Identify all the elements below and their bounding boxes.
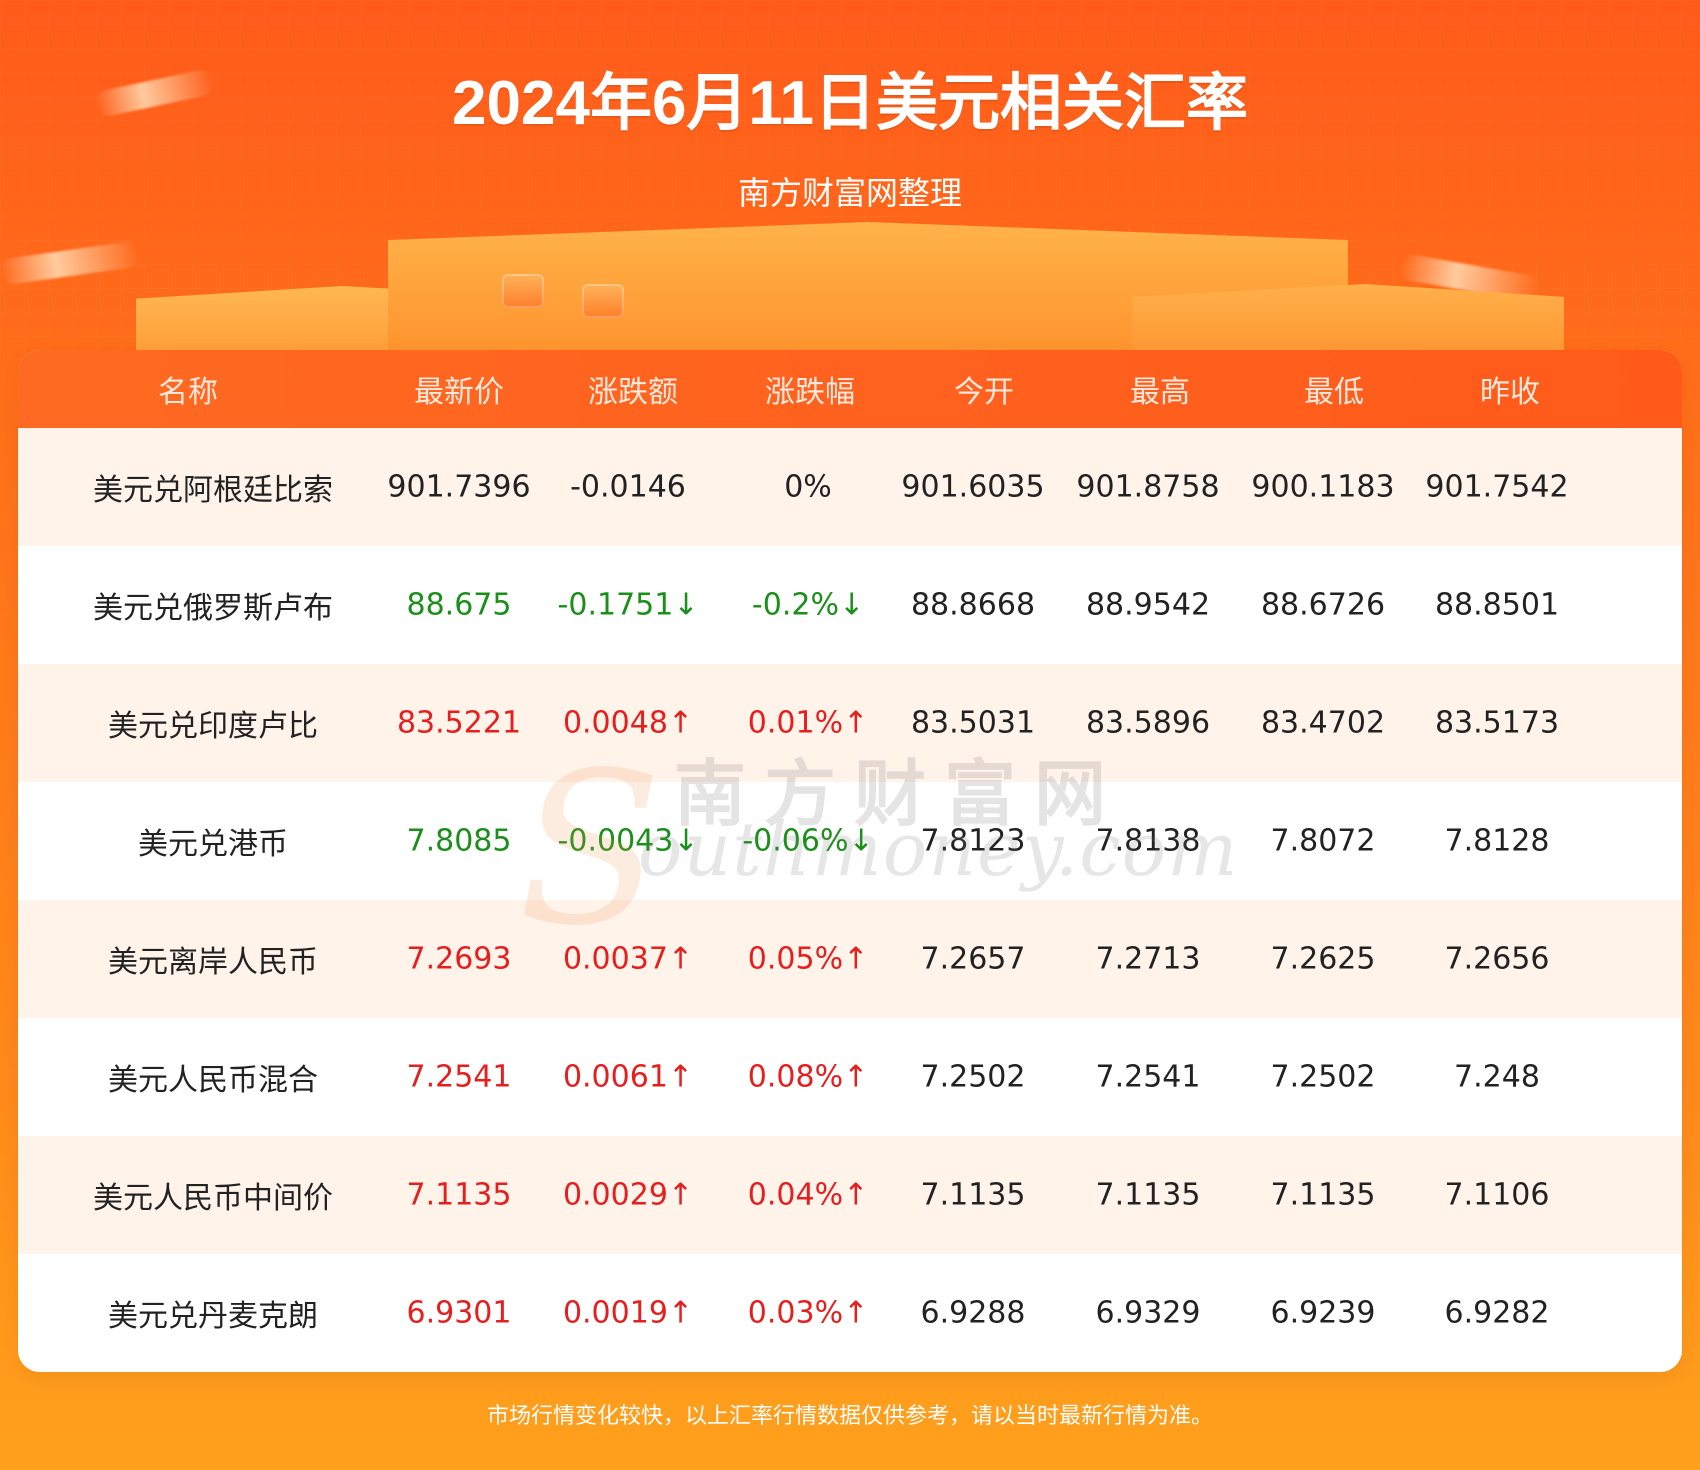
table-row: 美元兑俄罗斯卢布 88.675 -0.1751↓ -0.2%↓ 88.8668 … (18, 546, 1682, 664)
currency-pair-name: 美元兑港币 (138, 827, 288, 862)
high-price: 7.2713 (1095, 941, 1201, 977)
price-change-pct: 0.08%↑ (747, 1059, 869, 1095)
prev-close-price: 7.1106 (1444, 1177, 1550, 1213)
prev-close-price: 7.2656 (1444, 941, 1550, 977)
price-change: 0.0048↑ (562, 705, 694, 741)
price-change: -0.0146 (570, 469, 686, 505)
high-price: 83.5896 (1085, 705, 1211, 741)
currency-pair-name: 美元兑俄罗斯卢布 (93, 591, 333, 626)
currency-pair-name: 美元人民币混合 (108, 1063, 318, 1098)
table-body: 美元兑阿根廷比索 901.7396 -0.0146 0% 901.6035 90… (18, 428, 1682, 1372)
latest-price: 6.9301 (406, 1295, 512, 1331)
price-change: 0.0037↑ (562, 941, 694, 977)
table-header: 名称 最新价 涨跌额 涨跌幅 今开 最高 最低 昨收 (18, 350, 1682, 428)
latest-price: 901.7396 (387, 469, 531, 505)
column-header-open: 今开 (954, 375, 1014, 410)
latest-price: 7.8085 (406, 823, 512, 859)
price-change-pct: 0% (784, 469, 832, 505)
latest-price: 7.1135 (406, 1177, 512, 1213)
price-change: 0.0019↑ (562, 1295, 694, 1331)
table-row: 美元兑丹麦克朗 6.9301 0.0019↑ 0.03%↑ 6.9288 6.9… (18, 1254, 1682, 1372)
price-change-pct: 0.04%↑ (747, 1177, 869, 1213)
prev-close-price: 83.5173 (1434, 705, 1560, 741)
price-change: -0.0043↓ (557, 823, 699, 859)
page-title: 2024年6月11日美元相关汇率 (452, 69, 1248, 138)
open-price: 901.6035 (901, 469, 1045, 505)
price-change-pct: -0.06%↓ (742, 823, 874, 859)
decorative-notch (502, 274, 544, 308)
open-price: 6.9288 (920, 1295, 1026, 1331)
page-subtitle: 南方财富网整理 (737, 174, 962, 212)
high-price: 6.9329 (1095, 1295, 1201, 1331)
low-price: 7.2625 (1270, 941, 1376, 977)
open-price: 7.8123 (920, 823, 1026, 859)
currency-pair-name: 美元离岸人民币 (108, 945, 318, 980)
prev-close-price: 7.248 (1454, 1059, 1540, 1095)
price-change-pct: 0.03%↑ (747, 1295, 869, 1331)
price-change-pct: -0.2%↓ (751, 587, 865, 623)
high-price: 7.1135 (1095, 1177, 1201, 1213)
currency-pair-name: 美元兑印度卢比 (108, 709, 318, 744)
high-price: 7.8138 (1095, 823, 1201, 859)
latest-price: 88.675 (406, 587, 512, 623)
footer-disclaimer: 市场行情变化较快，以上汇率行情数据仅供参考，请以当时最新行情为准。 (486, 1404, 1213, 1429)
table-row: 美元人民币混合 7.2541 0.0061↑ 0.08%↑ 7.2502 7.2… (18, 1018, 1682, 1136)
column-header-low: 最低 (1304, 375, 1364, 410)
table-row: 美元兑港币 7.8085 -0.0043↓ -0.06%↓ 7.8123 7.8… (18, 782, 1682, 900)
currency-pair-name: 美元人民币中间价 (93, 1181, 333, 1216)
prev-close-price: 6.9282 (1444, 1295, 1550, 1331)
table-row: 美元离岸人民币 7.2693 0.0037↑ 0.05%↑ 7.2657 7.2… (18, 900, 1682, 1018)
open-price: 7.2657 (920, 941, 1026, 977)
low-price: 7.8072 (1270, 823, 1376, 859)
prev-close-price: 88.8501 (1434, 587, 1560, 623)
column-header-high: 最高 (1130, 375, 1190, 410)
high-price: 88.9542 (1085, 587, 1211, 623)
low-price: 83.4702 (1260, 705, 1386, 741)
low-price: 7.1135 (1270, 1177, 1376, 1213)
price-change-pct: 0.01%↑ (747, 705, 869, 741)
low-price: 6.9239 (1270, 1295, 1376, 1331)
prev-close-price: 901.7542 (1425, 469, 1569, 505)
price-change: -0.1751↓ (557, 587, 699, 623)
latest-price: 83.5221 (396, 705, 522, 741)
low-price: 88.6726 (1260, 587, 1386, 623)
latest-price: 7.2693 (406, 941, 512, 977)
low-price: 7.2502 (1270, 1059, 1376, 1095)
high-price: 7.2541 (1095, 1059, 1201, 1095)
currency-pair-name: 美元兑阿根廷比索 (93, 473, 333, 508)
column-header-name: 名称 (158, 375, 218, 410)
open-price: 83.5031 (910, 705, 1036, 741)
prev-close-price: 7.8128 (1444, 823, 1550, 859)
low-price: 900.1183 (1251, 469, 1395, 505)
open-price: 7.1135 (920, 1177, 1026, 1213)
column-header-prev-close: 昨收 (1480, 375, 1540, 410)
high-price: 901.8758 (1076, 469, 1220, 505)
currency-pair-name: 美元兑丹麦克朗 (108, 1299, 318, 1334)
table-row: 美元兑阿根廷比索 901.7396 -0.0146 0% 901.6035 90… (18, 428, 1682, 546)
column-header-change-pct: 涨跌幅 (765, 375, 855, 410)
table-row: 美元兑印度卢比 83.5221 0.0048↑ 0.01%↑ 83.5031 8… (18, 664, 1682, 782)
latest-price: 7.2541 (406, 1059, 512, 1095)
rates-table-card: 名称 最新价 涨跌额 涨跌幅 今开 最高 最低 昨收 美元兑阿根廷比索 901.… (18, 350, 1682, 1372)
column-header-latest: 最新价 (414, 375, 504, 410)
price-change: 0.0061↑ (562, 1059, 694, 1095)
open-price: 7.2502 (920, 1059, 1026, 1095)
table-row: 美元人民币中间价 7.1135 0.0029↑ 0.04%↑ 7.1135 7.… (18, 1136, 1682, 1254)
column-header-change: 涨跌额 (588, 375, 678, 410)
open-price: 88.8668 (910, 587, 1036, 623)
price-change: 0.0029↑ (562, 1177, 694, 1213)
price-change-pct: 0.05%↑ (747, 941, 869, 977)
decorative-notch (582, 284, 624, 318)
